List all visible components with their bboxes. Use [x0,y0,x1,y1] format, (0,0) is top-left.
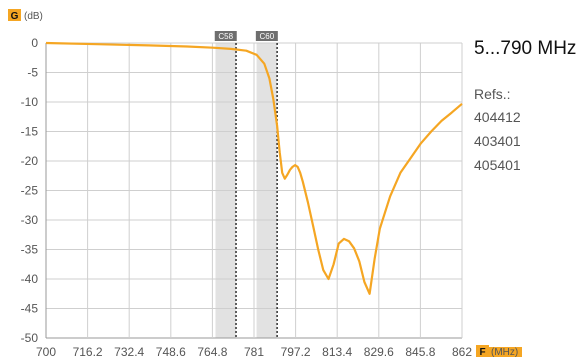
band-title: 5...790 MHz [474,38,577,59]
x-tick-label: 764.8 [197,345,227,359]
attenuation-curve [45,41,463,295]
x-tick-label: 716.2 [73,345,103,359]
x-axis-unit-bg [489,347,522,357]
refs-list: 404412 403401 405401 [474,105,576,177]
ref-item: 404412 [474,109,521,125]
y-tick-label: -25 [21,184,39,198]
x-tick-label: 797.2 [281,345,311,359]
channel-label-bg-c60 [255,31,278,41]
x-tick-label: 748.6 [156,345,186,359]
ref-item: 405401 [474,157,521,173]
x-tick-label: 862 [452,345,472,359]
side-panel: 5...790 MHz Refs.: 404412 403401 405401 [474,38,576,177]
x-tick-label: 781 [244,345,264,359]
y-axis-unit: (dB) [24,11,43,22]
y-tick-label: 0 [31,36,38,50]
y-tick-label: -40 [21,272,39,286]
x-axis-tag-bg [476,345,489,357]
channel-label-bg-c58 [214,31,237,41]
y-tick-label: -5 [27,66,38,80]
x-axis-unit: (MHz) [491,347,518,358]
y-axis-tag: G [11,11,19,22]
refs-label: Refs.: [474,86,511,102]
x-tick-label: 813.4 [322,345,352,359]
y-tick-label: -50 [21,331,39,345]
channel-label-c60: C60 [259,32,274,41]
x-tick-label: 845.8 [405,345,435,359]
ref-item: 403401 [474,133,521,149]
y-tick-label: -20 [21,154,39,168]
y-tick-label: -30 [21,213,39,227]
y-tick-label: -15 [21,125,39,139]
x-axis-tag: F [479,347,485,358]
x-tick-label: 732.4 [114,345,144,359]
x-tick-label: 700 [36,345,56,359]
y-tick-label: -10 [21,95,39,109]
y-tick-label: -35 [21,243,39,257]
x-tick-label: 829.6 [364,345,394,359]
channel-label-c58: C58 [218,32,233,41]
y-axis-tag-bg [8,9,21,21]
y-tick-label: -45 [21,302,39,316]
